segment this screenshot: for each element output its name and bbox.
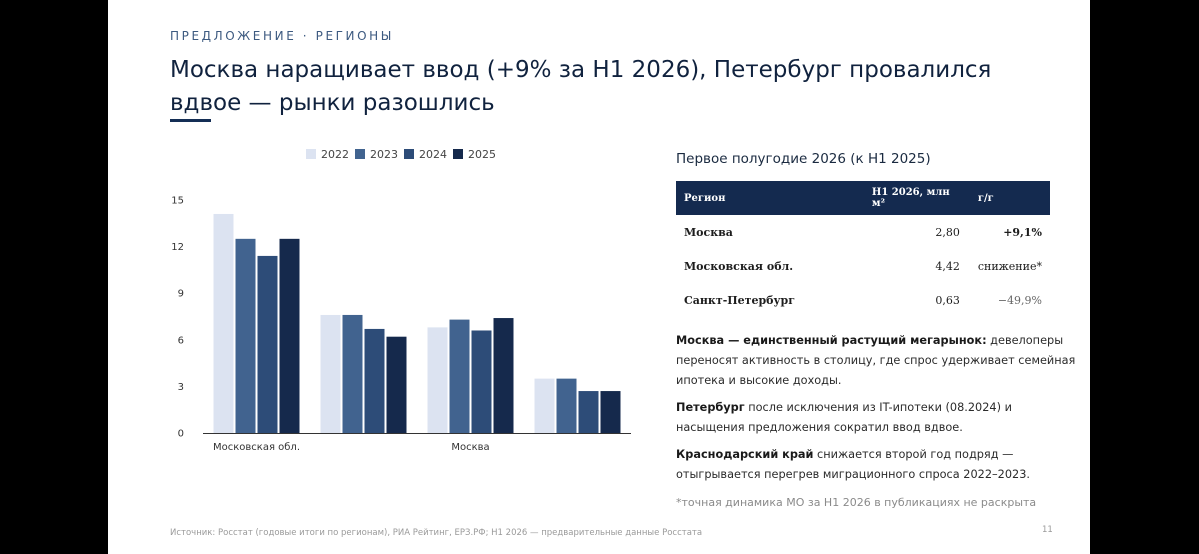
y-axis: 0 3 6 9 12 15 [171,196,184,440]
legend-item: 2023 [355,148,398,161]
x-axis: Московская обл. Москва [203,433,631,453]
bar-2023 [235,238,256,433]
legend-item: 2025 [453,148,496,161]
chart-legend: 2022 2023 2024 2025 [306,148,496,161]
slide-title: Москва наращивает ввод (+9% за H1 2026),… [170,57,992,116]
note-lead: Петербург [676,401,745,414]
legend-swatch [355,149,365,159]
region-value: 4,42 [935,259,960,273]
legend-swatch [306,149,316,159]
region-name: Москва [684,225,733,239]
y-tick-label: 0 [178,429,184,440]
bar-2024 [364,328,385,433]
region-value: 2,80 [935,225,960,239]
region-change: снижение* [977,259,1042,273]
bar-2025 [279,238,300,433]
legend-swatch [404,149,414,159]
bar-2025 [493,318,514,433]
note-text: после исключения из IT-ипотеки (08.2024)… [676,401,1012,434]
bar-2022 [213,213,234,433]
bar-2023 [342,314,363,433]
table-header-row: Регион H1 2026, млн м² г/г [676,181,1050,215]
page-number: 11 [1042,525,1053,535]
note-text: снижается второй год подряд — отыгрывает… [676,448,1031,481]
y-tick-label: 3 [178,382,184,393]
table-row: Санкт-Петербург 0,63 −49,9% [676,283,1050,317]
bar-2022 [427,327,448,433]
region-table: Регион H1 2026, млн м² г/г Москва 2,80 +… [676,181,1050,317]
legend-item: 2024 [404,148,447,161]
note-lead: Краснодарский край [676,448,814,461]
bar-2025 [386,336,407,433]
bar-2023 [449,319,470,433]
note-paragraph: Краснодарский край снижается второй год … [676,445,1076,485]
table-row: Москва 2,80 +9,1% [676,215,1050,249]
y-tick-label: 6 [178,335,184,346]
table-title: Первое полугодие 2026 (к H1 2025) [676,151,931,167]
bar-2023 [556,378,577,433]
header-value: H1 2026, млн м² [863,181,970,215]
chart-bars [213,213,621,433]
note-paragraph: Петербург после исключения из IT-ипотеки… [676,398,1076,438]
region-name: Московская обл. [684,259,794,273]
note-paragraph: Москва — единственный растущий мегарынок… [676,331,1076,391]
x-tick-label: Московская обл. [213,442,300,453]
note-text: девелоперы переносят активность в столиц… [676,334,1076,387]
bar-2024 [578,391,599,433]
bar-2025 [600,391,621,433]
x-tick-label: Москва [451,442,489,453]
legend-label: 2024 [419,148,447,161]
footnote: *точная динамика МО за H1 2026 в публика… [676,496,1037,509]
legend-swatch [453,149,463,159]
note-lead: Москва — единственный растущий мегарынок… [676,334,987,347]
title-underline [170,119,211,122]
header-region: Регион [676,181,864,215]
bar-chart: 2022 2023 2024 2025 0 3 6 9 12 15 Московская обл… [171,148,631,453]
region-value: 0,63 [935,293,960,307]
bar-2024 [257,255,278,433]
bar-2024 [471,330,492,433]
slide: ПРЕДЛОЖЕНИЕ · РЕГИОНЫ Москва наращивает … [108,0,1090,554]
region-change: −49,9% [997,293,1042,307]
y-tick-label: 9 [178,289,184,300]
source-note: Источник: Росстат (годовые итоги по реги… [170,528,703,538]
header-change: г/г [969,181,1050,215]
legend-label: 2025 [468,148,496,161]
region-name: Санкт-Петербург [684,293,795,307]
region-change: +9,1% [1003,225,1042,239]
y-tick-label: 15 [171,196,184,207]
y-tick-label: 12 [171,242,184,253]
legend-label: 2023 [370,148,398,161]
legend-item: 2022 [306,148,349,161]
bar-2022 [320,314,341,433]
commentary: Москва — единственный растущий мегарынок… [676,331,1076,492]
section-kicker: ПРЕДЛОЖЕНИЕ · РЕГИОНЫ [170,29,394,43]
bar-2022 [534,378,555,433]
legend-label: 2022 [321,148,349,161]
table-row: Московская обл. 4,42 снижение* [676,249,1050,283]
